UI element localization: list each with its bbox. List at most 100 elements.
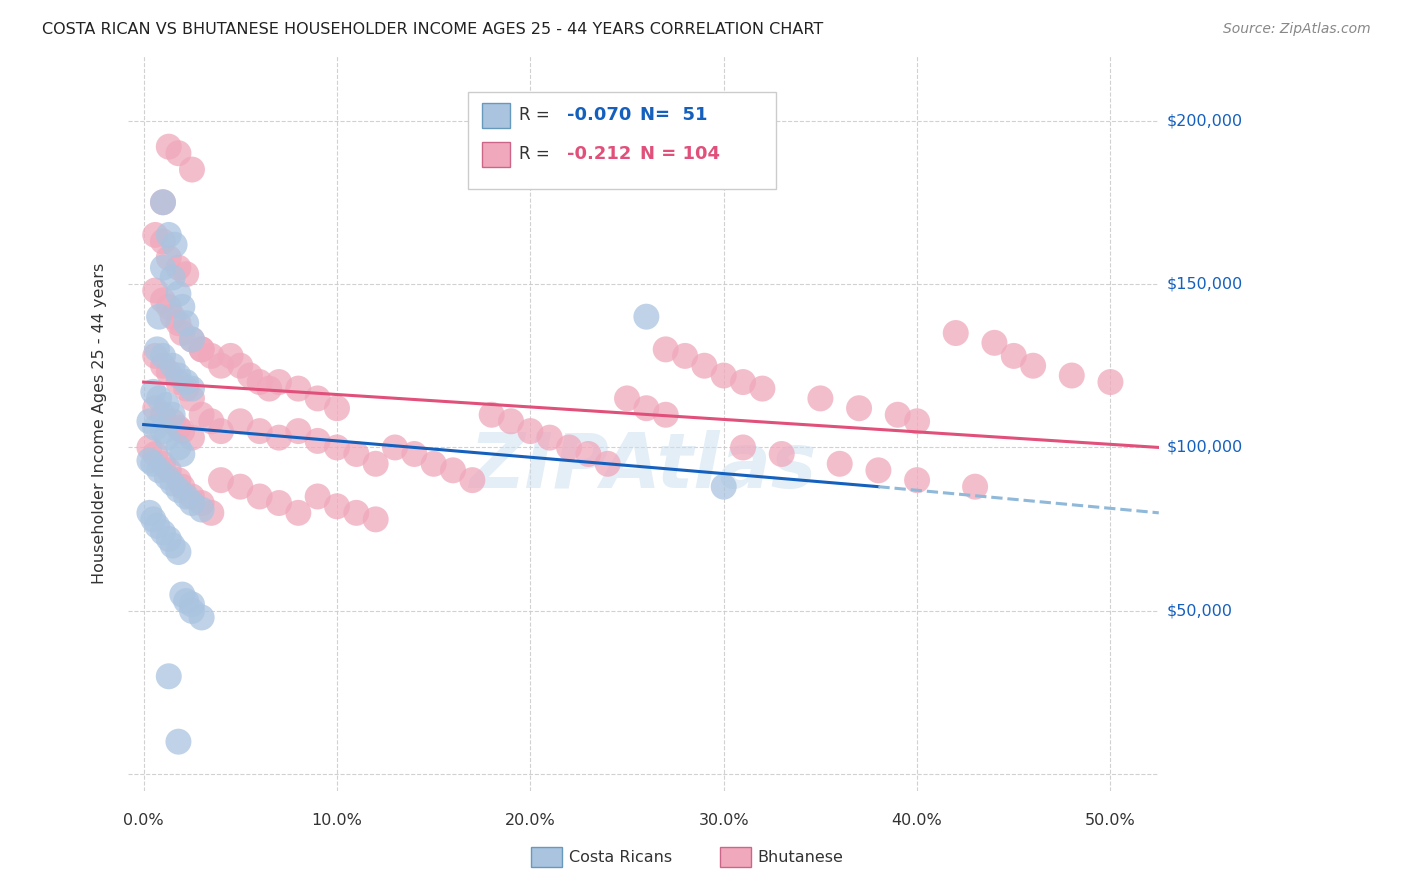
Point	[163, 237, 186, 252]
Point	[152, 293, 174, 308]
Text: R =: R =	[519, 106, 555, 124]
Text: 20.0%: 20.0%	[505, 813, 555, 828]
Text: ZIPAtlas: ZIPAtlas	[470, 430, 817, 504]
Point	[519, 424, 541, 438]
Text: 50.0%: 50.0%	[1085, 813, 1136, 828]
Text: -0.070: -0.070	[567, 106, 631, 124]
Point	[174, 267, 197, 281]
Point	[905, 414, 928, 428]
Y-axis label: Householder Income Ages 25 - 44 years: Householder Income Ages 25 - 44 years	[93, 262, 107, 583]
Text: $100,000: $100,000	[1167, 440, 1243, 455]
Point	[848, 401, 870, 416]
Text: COSTA RICAN VS BHUTANESE HOUSEHOLDER INCOME AGES 25 - 44 YEARS CORRELATION CHART: COSTA RICAN VS BHUTANESE HOUSEHOLDER INC…	[42, 22, 824, 37]
Point	[499, 414, 522, 428]
Point	[167, 286, 190, 301]
Text: Source: ZipAtlas.com: Source: ZipAtlas.com	[1223, 22, 1371, 37]
Point	[181, 496, 204, 510]
Point	[167, 260, 190, 275]
Text: -0.212: -0.212	[567, 145, 631, 163]
Point	[905, 473, 928, 487]
Point	[219, 349, 242, 363]
Point	[654, 343, 676, 357]
Point	[181, 490, 204, 504]
Point	[229, 414, 252, 428]
Point	[138, 453, 160, 467]
Point	[157, 532, 180, 546]
Point	[174, 316, 197, 330]
Point	[167, 483, 190, 497]
Point	[143, 447, 166, 461]
Point	[167, 421, 190, 435]
Point	[810, 392, 832, 406]
Text: 40.0%: 40.0%	[891, 813, 942, 828]
Point	[326, 401, 349, 416]
Point	[152, 359, 174, 373]
Point	[249, 424, 271, 438]
Point	[146, 343, 169, 357]
Point	[148, 392, 170, 406]
Point	[267, 431, 290, 445]
Point	[162, 408, 184, 422]
Point	[148, 463, 170, 477]
Text: $50,000: $50,000	[1167, 603, 1233, 618]
Point	[287, 382, 309, 396]
Point	[167, 473, 190, 487]
Point	[162, 476, 184, 491]
Point	[138, 414, 160, 428]
Point	[1022, 359, 1045, 373]
Point	[167, 146, 190, 161]
Point	[152, 235, 174, 249]
Point	[654, 408, 676, 422]
Point	[167, 545, 190, 559]
Point	[965, 480, 987, 494]
Point	[143, 401, 166, 416]
Point	[190, 343, 212, 357]
Point	[152, 525, 174, 540]
Point	[142, 512, 165, 526]
Point	[636, 310, 658, 324]
Point	[152, 408, 174, 422]
Point	[152, 349, 174, 363]
Point	[156, 470, 179, 484]
Point	[162, 414, 184, 428]
Point	[267, 496, 290, 510]
Point	[157, 227, 180, 242]
Point	[693, 359, 716, 373]
Point	[172, 447, 194, 461]
Point	[200, 349, 222, 363]
Point	[148, 310, 170, 324]
Point	[174, 490, 197, 504]
Point	[152, 195, 174, 210]
Text: Bhutanese: Bhutanese	[758, 850, 844, 864]
Point	[138, 506, 160, 520]
Point	[172, 326, 194, 340]
Point	[673, 349, 696, 363]
Point	[404, 447, 426, 461]
Point	[1002, 349, 1025, 363]
Point	[174, 594, 197, 608]
Point	[596, 457, 619, 471]
Point	[616, 392, 638, 406]
Point	[157, 251, 180, 265]
Point	[868, 463, 890, 477]
Point	[229, 480, 252, 494]
Point	[558, 441, 581, 455]
Point	[209, 424, 232, 438]
Text: $200,000: $200,000	[1167, 113, 1243, 128]
Point	[143, 227, 166, 242]
Point	[249, 490, 271, 504]
Point	[364, 457, 387, 471]
Point	[983, 335, 1005, 350]
Point	[326, 500, 349, 514]
Point	[181, 162, 204, 177]
Point	[307, 490, 329, 504]
Point	[1060, 368, 1083, 383]
Text: Costa Ricans: Costa Ricans	[569, 850, 672, 864]
Point	[229, 359, 252, 373]
Point	[190, 408, 212, 422]
Point	[259, 382, 281, 396]
Point	[364, 512, 387, 526]
Point	[157, 300, 180, 314]
Point	[167, 441, 190, 455]
Point	[770, 447, 793, 461]
